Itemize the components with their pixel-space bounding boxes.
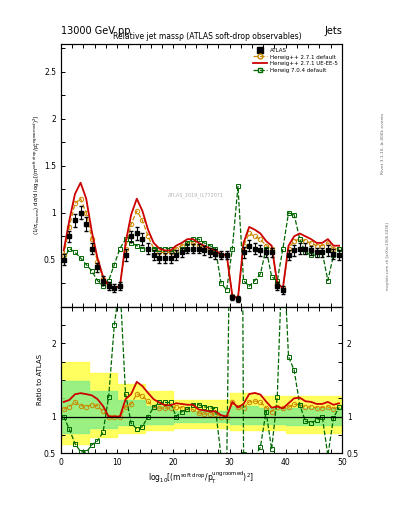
Text: 13000 GeV pp: 13000 GeV pp: [61, 26, 130, 36]
Text: Jets: Jets: [324, 26, 342, 36]
Title: Relative jet massρ (ATLAS soft-drop observables): Relative jet massρ (ATLAS soft-drop obse…: [113, 32, 301, 41]
Legend: ATLAS, Herwig++ 2.7.1 default, Herwig++ 2.7.1 UE-EE-5, Herwig 7.0.4 default: ATLAS, Herwig++ 2.7.1 default, Herwig++ …: [252, 46, 339, 74]
Y-axis label: Ratio to ATLAS: Ratio to ATLAS: [37, 354, 42, 406]
Text: Rivet 3.1.10, ≥ 400k events: Rivet 3.1.10, ≥ 400k events: [381, 113, 385, 174]
Text: ATLAS_2019_I1772071: ATLAS_2019_I1772071: [168, 192, 224, 198]
Y-axis label: $(1/\sigma_\mathrm{resumn})$ d$\sigma$/d log$_{10}$[(m$^\mathrm{soft\ drop}$/p$_: $(1/\sigma_\mathrm{resumn})$ d$\sigma$/d…: [31, 115, 42, 236]
Text: mcplots.cern.ch [arXiv:1306.3436]: mcplots.cern.ch [arXiv:1306.3436]: [386, 222, 390, 290]
X-axis label: log$_{10}$[(m$^\mathrm{soft\ drop}$/p$_\mathrm{T}^\mathrm{ungroomed}$)$^2$]: log$_{10}$[(m$^\mathrm{soft\ drop}$/p$_\…: [149, 470, 254, 486]
